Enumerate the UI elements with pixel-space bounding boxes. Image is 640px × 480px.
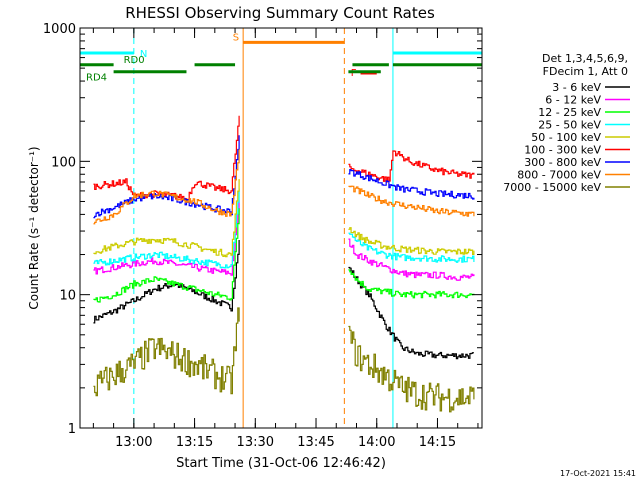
- series-line-7-part-2: [348, 169, 475, 200]
- legend-label-9: 7000 - 15000 keV: [503, 181, 601, 194]
- series-line-2-part-1: [93, 200, 240, 276]
- x-tick-label-6: 14:15: [419, 435, 456, 450]
- legend-label-5: 50 - 100 keV: [531, 131, 601, 144]
- x-tick-label-2: 13:15: [176, 435, 213, 450]
- series-line-6-part-1: [93, 115, 240, 201]
- event-label-n: N: [140, 49, 147, 60]
- series-line-6-part-2: [348, 150, 475, 183]
- legend-label-1: 3 - 6 keV: [552, 81, 601, 94]
- series-line-4-part-2: [348, 232, 475, 263]
- series-line-8-part-2: [348, 185, 475, 217]
- legend-label-3: 12 - 25 keV: [538, 106, 601, 119]
- legend-label-8: 800 - 7000 keV: [517, 169, 601, 182]
- legend-label-2: 6 - 12 keV: [545, 94, 601, 107]
- legend-header-1: Det 1,3,4,5,6,9,: [542, 52, 628, 65]
- x-tick-label-5: 14:00: [358, 435, 395, 450]
- legend-label-6: 100 - 300 keV: [524, 144, 601, 157]
- legend: Det 1,3,4,5,6,9,FDecim 1, Att 0 3 - 6 keV…: [503, 52, 630, 194]
- series-line-2-part-2: [348, 238, 475, 281]
- x-tick-label-1: 13:00: [115, 435, 152, 450]
- footer-stamp: 17-Oct-2021 15:41: [560, 469, 636, 478]
- y-tick-label-2: 10: [59, 289, 76, 304]
- series-line-3-part-2: [348, 269, 475, 299]
- y-tick-label-1: 1: [68, 422, 76, 437]
- legend-label-7: 300 - 800 keV: [524, 156, 601, 169]
- axes: 1 10 100 1000 13:00 13:15 13:30 13:45 14:00 14:15: [43, 22, 482, 450]
- event-label-s: S: [233, 32, 239, 43]
- x-axis-label: Start Time (31-Oct-06 12:46:42): [176, 456, 386, 471]
- series-line-9-part-2: [348, 325, 475, 413]
- legend-header-2: FDecim 1, Att 0: [543, 65, 628, 78]
- series-line-5-part-2: [348, 227, 475, 255]
- x-tick-label-3: 13:30: [237, 435, 274, 450]
- series-line-7-part-1: [93, 135, 240, 219]
- event-label-rd4: RD4: [86, 73, 107, 84]
- series-line-1-part-1: [93, 240, 240, 324]
- chart-title: RHESSI Observing Summary Count Rates: [125, 4, 435, 22]
- series-line-5-part-1: [93, 179, 240, 258]
- legend-label-4: 25 - 50 keV: [538, 119, 601, 132]
- y-tick-label-4: 1000: [43, 22, 76, 37]
- plot-frame: [79, 27, 483, 429]
- series-line-3-part-1: [93, 208, 240, 303]
- y-axis-label: Count Rate (s⁻¹ detector⁻¹): [27, 146, 41, 309]
- series-line-9-part-1: [93, 307, 240, 397]
- series-line-8-part-1: [93, 149, 240, 225]
- y-tick-label-3: 100: [51, 155, 76, 170]
- event-label-rd0: RD0: [124, 55, 145, 66]
- series-line-4-part-1: [93, 188, 240, 269]
- x-tick-label-4: 13:45: [297, 435, 334, 450]
- series-line-1-part-2: [348, 266, 474, 360]
- event-label-f: F: [351, 68, 357, 79]
